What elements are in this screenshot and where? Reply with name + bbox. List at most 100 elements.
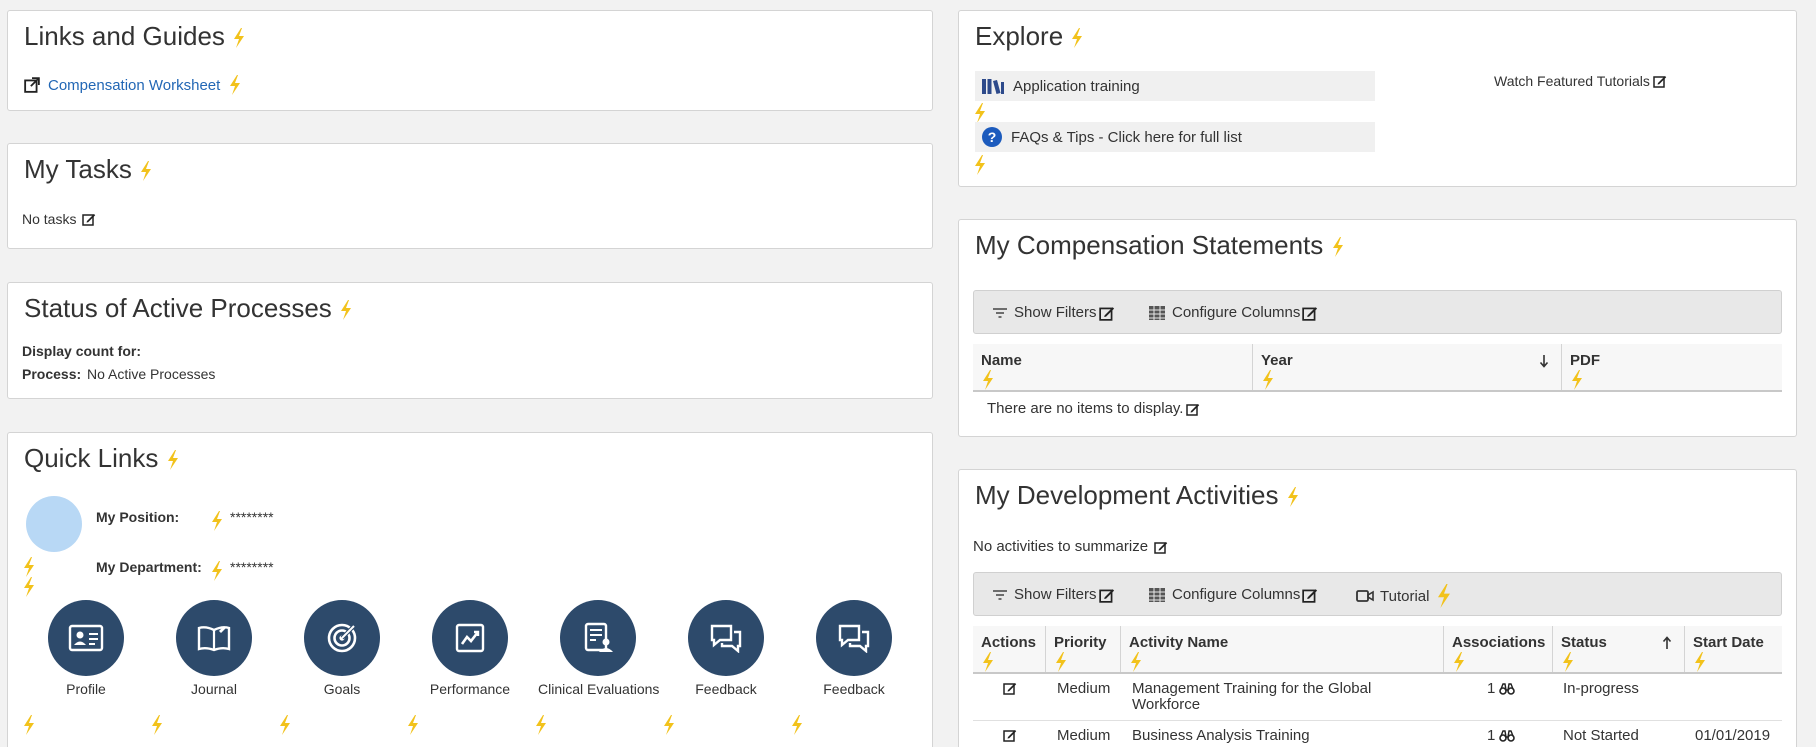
activity-name-cell-line2[interactable]: Workforce — [1132, 696, 1201, 713]
edit-action-icon[interactable] — [1003, 728, 1017, 742]
edit-icon[interactable] — [1653, 74, 1667, 88]
column-header-label: Name — [981, 352, 1022, 369]
column-header-actions[interactable]: Actions — [973, 626, 1046, 672]
quick-link-clinical-evaluations-button[interactable] — [560, 600, 636, 676]
application-training-label[interactable]: Application training — [1013, 77, 1140, 95]
edit-icon[interactable] — [1154, 540, 1168, 554]
bolt-icon[interactable] — [981, 370, 995, 390]
quick-link-performance-button[interactable] — [432, 600, 508, 676]
bolt-icon[interactable] — [22, 557, 36, 577]
edit-icon[interactable] — [1186, 402, 1200, 416]
table-row — [973, 674, 1782, 721]
bolt-icon[interactable] — [1561, 652, 1575, 672]
bolt-icon[interactable] — [278, 715, 292, 735]
tutorial-button[interactable]: Tutorial — [1356, 584, 1453, 608]
bolt-icon[interactable] — [166, 450, 180, 470]
show-filters-label[interactable]: Show Filters — [1014, 586, 1097, 603]
bolt-icon[interactable] — [232, 28, 246, 48]
column-header-label: Activity Name — [1129, 634, 1229, 651]
process-label: Process: — [22, 366, 82, 382]
edit-icon[interactable] — [82, 212, 96, 226]
video-camera-icon — [1356, 590, 1374, 602]
compensation-worksheet-link-row[interactable]: Compensation Worksheet — [24, 75, 242, 95]
edit-icon[interactable] — [1099, 305, 1115, 321]
bolt-icon[interactable] — [210, 561, 224, 581]
associations-cell[interactable]: 1 — [1487, 727, 1516, 744]
quick-link-profile-button[interactable] — [48, 600, 124, 676]
bolt-icon[interactable] — [534, 715, 548, 735]
bolt-icon[interactable] — [790, 715, 804, 735]
bolt-icon[interactable] — [22, 577, 36, 597]
bolt-icon[interactable] — [1054, 652, 1068, 672]
quick-link-label[interactable]: Goals — [323, 681, 361, 697]
quick-link-label[interactable]: Feedback — [823, 681, 885, 697]
column-header-start-date[interactable]: Start Date — [1685, 626, 1782, 672]
column-header-associations[interactable]: Associations — [1444, 626, 1553, 672]
column-header-year[interactable]: Year — [1253, 344, 1562, 390]
quick-link-label[interactable]: Feedback — [695, 681, 757, 697]
faqs-label[interactable]: FAQs & Tips - Click here for full list — [1011, 128, 1242, 146]
sort-down-arrow-icon[interactable] — [1539, 354, 1549, 368]
bolt-icon[interactable] — [1261, 370, 1275, 390]
bolt-icon[interactable] — [210, 511, 224, 531]
configure-columns-button[interactable]: Configure Columns — [1148, 304, 1318, 321]
quick-link-feedback-2-button[interactable] — [816, 600, 892, 676]
bolt-icon[interactable] — [662, 715, 676, 735]
configure-columns-button[interactable]: Configure Columns — [1148, 586, 1318, 603]
show-filters-button[interactable]: Show Filters — [992, 586, 1115, 603]
column-header-activity-name[interactable]: Activity Name — [1121, 626, 1444, 672]
display-count-label: Display count for: — [22, 343, 142, 359]
faqs-row[interactable]: ? FAQs & Tips - Click here for full list — [975, 122, 1375, 152]
quick-link-label[interactable]: Profile — [66, 681, 106, 697]
start-date-cell: 01/01/2019 — [1695, 727, 1771, 744]
quick-link-label[interactable]: Journal — [191, 681, 237, 697]
bolt-icon[interactable] — [1570, 370, 1584, 390]
quick-link-feedback-button[interactable] — [688, 600, 764, 676]
associations-cell[interactable]: 1 — [1487, 680, 1516, 697]
bolt-icon[interactable] — [1286, 487, 1300, 507]
quick-links-title: Quick Links — [24, 443, 159, 473]
bolt-icon[interactable] — [22, 715, 36, 735]
column-header-pdf[interactable]: PDF — [1562, 344, 1782, 390]
edit-action-icon[interactable] — [1003, 681, 1017, 695]
edit-icon[interactable] — [1302, 305, 1318, 321]
bolt-icon[interactable] — [228, 75, 242, 95]
bolt-icon[interactable] — [1129, 652, 1143, 672]
bolt-icon[interactable] — [150, 715, 164, 735]
edit-icon[interactable] — [1302, 587, 1318, 603]
compensation-worksheet-link[interactable]: Compensation Worksheet — [48, 76, 221, 94]
tutorial-label[interactable]: Tutorial — [1380, 587, 1430, 605]
bolt-icon[interactable] — [406, 715, 420, 735]
binoculars-icon[interactable] — [1499, 729, 1516, 742]
bolt-icon[interactable] — [1435, 584, 1453, 608]
bolt-icon[interactable] — [139, 161, 153, 181]
binoculars-icon[interactable] — [1499, 682, 1516, 695]
bolt-icon[interactable] — [339, 300, 353, 320]
activity-name-cell[interactable]: Management Training for the Global — [1132, 680, 1372, 697]
configure-columns-label[interactable]: Configure Columns — [1172, 586, 1301, 603]
bolt-icon[interactable] — [1331, 237, 1345, 257]
show-filters-label[interactable]: Show Filters — [1014, 304, 1097, 321]
clinical-evaluation-icon — [584, 622, 613, 652]
bolt-icon[interactable] — [981, 652, 995, 672]
edit-icon[interactable] — [1099, 587, 1115, 603]
column-header-status[interactable]: Status — [1553, 626, 1685, 672]
bolt-icon[interactable] — [1452, 652, 1466, 672]
featured-tutorials-link[interactable]: Watch Featured Tutorials — [1494, 73, 1667, 89]
bolt-icon[interactable] — [1070, 28, 1084, 48]
featured-tutorials-label[interactable]: Watch Featured Tutorials — [1494, 73, 1650, 89]
activity-name-cell[interactable]: Business Analysis Training — [1132, 727, 1310, 744]
configure-columns-label[interactable]: Configure Columns — [1172, 304, 1301, 321]
sort-up-arrow-icon[interactable] — [1662, 636, 1672, 650]
application-training-row[interactable]: Application training — [975, 71, 1375, 101]
quick-link-label[interactable]: Performance — [429, 681, 511, 697]
bolt-icon[interactable] — [973, 155, 987, 175]
column-header-name[interactable]: Name — [973, 344, 1253, 390]
show-filters-button[interactable]: Show Filters — [992, 304, 1115, 321]
bolt-icon[interactable] — [1693, 652, 1707, 672]
quick-link-journal-button[interactable] — [176, 600, 252, 676]
quick-link-label[interactable]: Clinical Evaluations — [538, 681, 660, 697]
bolt-icon[interactable] — [973, 103, 987, 123]
quick-link-goals-button[interactable] — [304, 600, 380, 676]
column-header-priority[interactable]: Priority — [1046, 626, 1121, 672]
